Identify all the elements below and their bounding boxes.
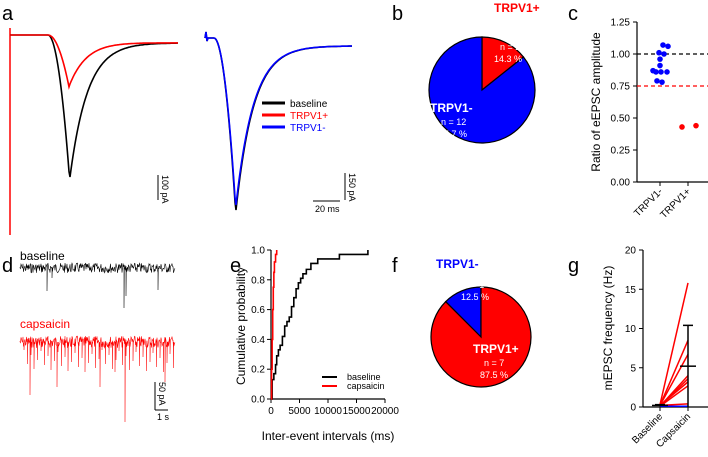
paired-line-trpv1-pos: [659, 381, 689, 407]
pie-b-pct-trpv1-neg: 85.7 %: [439, 129, 467, 139]
y-tick-label-c: 1.25: [611, 18, 631, 29]
y-axis-label-c: Ratio of eEPSC amplitude: [589, 32, 603, 172]
scale-label-1s: 1 s: [157, 412, 170, 422]
point-trpv1-neg: [665, 43, 671, 50]
pie-b-n-trpv1-pos: n = 2: [500, 42, 520, 52]
panel-label-e: e: [230, 255, 241, 277]
point-trpv1-neg: [658, 69, 664, 75]
legend-label-a: baseline: [290, 99, 328, 110]
y-tick-label-e: 0.2: [251, 365, 265, 376]
pie-f-pct-trpv1-neg: 12.5 %: [461, 292, 489, 302]
trace-trpv1-pos: [10, 34, 178, 90]
x-tick-label-e: 5000: [288, 406, 311, 417]
y-tick-label-e: 0.0: [251, 395, 265, 406]
point-trpv1-neg: [659, 79, 665, 85]
x-tick-label-e: 15000: [343, 406, 371, 417]
panel-label-f: f: [392, 255, 398, 277]
y-tick-label-g: 20: [625, 246, 637, 257]
point-trpv1-neg: [654, 78, 660, 84]
pie-f-title-trpv1-neg: TRPV1-: [436, 257, 479, 271]
pie-f-title-trpv1-pos: TRPV1+: [473, 342, 519, 356]
y-tick-label-c: 0.50: [611, 114, 631, 125]
x-tick-label-c: TRPV1+: [658, 186, 693, 221]
trace-label-capsaicin: capsaicin: [20, 317, 70, 331]
point-trpv1-neg: [656, 49, 662, 56]
pie-f-pct-trpv1-pos: 87.5 %: [480, 370, 508, 380]
pie-b-slice-TRPV1-: [428, 36, 536, 144]
pie-b-pct-trpv1-pos: 14.3 %: [494, 54, 522, 64]
paired-line-trpv1-pos: [659, 339, 689, 406]
scale-label-20ms: 20 ms: [315, 204, 340, 214]
trace-baseline-a2: [204, 31, 352, 211]
pie-b-title-trpv1-neg: TRPV1-: [430, 101, 473, 115]
point-trpv1-neg: [653, 69, 659, 75]
panel-label-c: c: [568, 3, 578, 25]
x-tick-label-e: 20000: [371, 406, 399, 417]
cdf-line-baseline: [271, 250, 369, 400]
y-axis-label-g: mEPSC frequency (Hz): [601, 266, 615, 391]
trace-trpv1-neg: [204, 31, 352, 206]
legend-label-e: baseline: [347, 372, 381, 382]
y-tick-label-g: 15: [625, 285, 637, 296]
trace-capsaicin-d: [19, 335, 176, 423]
y-tick-label-e: 0.6: [251, 305, 265, 316]
panel-label-d: d: [2, 255, 13, 277]
pie-f-n-trpv1-pos: n = 7: [484, 358, 504, 368]
y-tick-label-c: 0.75: [611, 82, 631, 93]
legend-label-e: capsaicin: [347, 381, 385, 391]
y-tick-label-g: 0: [630, 403, 636, 414]
x-axis-label-e: Inter-event intervals (ms): [262, 429, 395, 443]
y-tick-label-c: 1.00: [611, 50, 631, 61]
y-tick-label-e: 1.0: [251, 246, 265, 257]
legend-label-a: TRPV1-: [290, 123, 326, 134]
y-tick-label-c: 0.00: [611, 178, 631, 189]
point-trpv1-pos: [693, 122, 699, 129]
scale-label-150pa: 150 pA: [347, 173, 357, 202]
point-trpv1-neg: [657, 62, 663, 69]
scale-label-100pa: 100 pA: [160, 175, 170, 204]
y-tick-label-e: 0.8: [251, 275, 265, 286]
point-trpv1-neg: [661, 51, 667, 57]
cdf-line-capsaicin: [270, 250, 278, 400]
point-trpv1-pos: [679, 124, 685, 130]
x-tick-label-e: 10000: [314, 406, 342, 417]
pie-f-n-trpv1-neg: n = 1: [464, 280, 484, 290]
y-tick-label-g: 10: [625, 324, 637, 335]
y-tick-label-c: 0.25: [611, 146, 631, 157]
trace-label-baseline: baseline: [20, 249, 65, 263]
trace-baseline-d: [19, 262, 176, 309]
x-tick-label-e: 0: [268, 406, 274, 417]
point-trpv1-neg: [657, 56, 663, 62]
panel-label-a: a: [2, 3, 14, 25]
trace-baseline-a: [10, 34, 178, 178]
scale-label-50pa: 50 pA: [157, 382, 167, 406]
panel-label-g: g: [568, 255, 579, 277]
point-trpv1-neg: [660, 42, 666, 48]
panel-label-b: b: [392, 3, 403, 25]
pie-b-n-trpv1-neg: n = 12: [441, 117, 466, 127]
legend-label-a: TRPV1+: [290, 111, 328, 122]
paired-line-trpv1-pos: [659, 282, 689, 405]
pie-b-title-trpv1-pos: TRPV1+: [494, 1, 540, 15]
paired-line-trpv1-pos: [659, 385, 689, 407]
y-axis-label-e: Cumulative probability: [234, 267, 248, 385]
point-trpv1-neg: [664, 69, 670, 75]
pie-f-slice-TRPV1+: [430, 286, 532, 388]
paired-line-trpv1-pos: [659, 354, 689, 406]
y-tick-label-g: 5: [630, 363, 636, 374]
y-tick-label-e: 0.4: [251, 335, 265, 346]
